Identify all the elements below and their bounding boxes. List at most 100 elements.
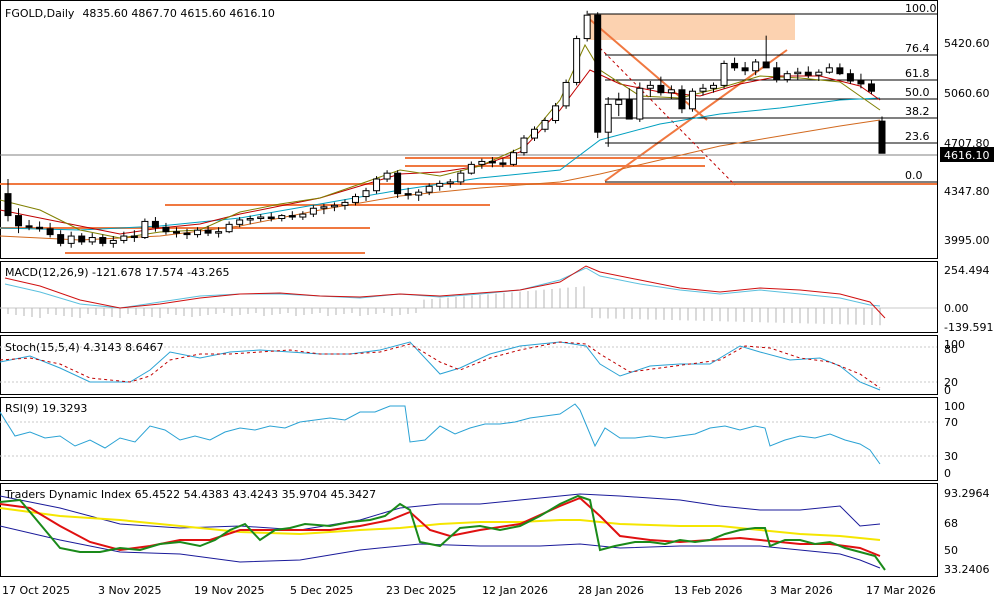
rsi-axis-label: 70 <box>944 416 958 429</box>
macd-axis-label: 0.00 <box>944 302 969 315</box>
fib-labels: 100.0 76.4 61.8 50.0 38.2 23.6 0.0 <box>905 2 937 182</box>
price-axis-label: 3995.00 <box>944 234 990 247</box>
bull-candle <box>783 73 791 81</box>
bull-candle <box>636 87 644 120</box>
bull-candle <box>278 215 286 220</box>
bull-candle <box>299 213 307 218</box>
price-panel[interactable]: 100.0 76.4 61.8 50.0 38.2 23.6 0.0 FGOLD,Daily… <box>0 2 937 254</box>
date-label: 28 Jan 2026 <box>578 584 644 597</box>
stoch-axis-label: 0 <box>944 384 951 397</box>
bull-candle <box>531 128 539 139</box>
bear-candle <box>183 232 191 236</box>
bull-candle <box>309 207 317 215</box>
bull-candle <box>120 235 128 241</box>
bull-candle <box>330 204 338 208</box>
bear-candle <box>678 89 686 110</box>
bull-candle <box>720 62 728 86</box>
bear-candle <box>57 234 65 244</box>
bull-candle <box>646 84 654 89</box>
bull-candle <box>215 231 223 234</box>
bull-candle <box>383 172 391 180</box>
bull-candle <box>236 219 244 225</box>
bull-candle <box>457 172 465 183</box>
bull-candle <box>373 178 381 192</box>
bull-candle <box>604 103 612 133</box>
bull-candle <box>688 90 696 110</box>
tdi-axis-label: 33.2406 <box>944 563 990 576</box>
fib-level-label: 61.8 <box>905 67 930 80</box>
price-axis-label: 5420.60 <box>944 37 990 50</box>
tdi-panel[interactable]: Traders Dynamic Index 65.4522 54.4383 43… <box>0 488 886 571</box>
date-label: 12 Jan 2026 <box>482 584 548 597</box>
time-axis: 17 Oct 2025 3 Nov 2025 19 Nov 2025 5 Dec… <box>2 584 936 597</box>
price-axis-label: 4347.80 <box>944 185 990 198</box>
bull-candle <box>825 67 833 73</box>
bull-candle <box>509 152 517 165</box>
bull-candle <box>583 14 591 40</box>
stoch-title: Stoch(15,5,4) 4.3143 8.6467 <box>5 341 164 354</box>
macd-panel[interactable]: MACD(12,26,9) -121.678 17.574 -43.265 <box>0 265 937 326</box>
bull-candle <box>467 163 475 174</box>
stoch-axis-label: 20 <box>944 376 958 389</box>
bull-candle <box>478 160 486 165</box>
bull-candle <box>194 229 202 236</box>
bull-candle <box>415 191 423 196</box>
fibonacci-levels <box>588 13 937 183</box>
bull-candle <box>573 38 581 83</box>
bull-candle <box>67 235 75 244</box>
fib-target-zone <box>588 14 795 40</box>
bull-candle <box>667 89 675 94</box>
bear-candle <box>773 67 781 81</box>
bull-candle <box>109 239 117 244</box>
current-price-label: 4616.10 <box>944 149 990 162</box>
bear-candle <box>657 84 665 94</box>
stoch-main-line <box>0 341 881 391</box>
bear-candle <box>867 83 875 92</box>
bull-candle <box>562 81 570 107</box>
bull-candle <box>425 185 433 193</box>
macd-signal-line <box>4 265 886 319</box>
date-label: 5 Dec 2025 <box>290 584 353 597</box>
bull-candle <box>362 190 370 198</box>
tdi-axis-label: 68 <box>944 517 958 530</box>
bear-candle <box>172 231 180 234</box>
bull-candle <box>446 181 454 184</box>
moving-averages <box>0 43 881 241</box>
bear-candle <box>99 237 107 244</box>
bull-candle <box>541 119 549 130</box>
rsi-line <box>0 403 881 465</box>
date-label: 13 Feb 2026 <box>674 584 742 597</box>
rsi-axis-label: 30 <box>944 450 958 463</box>
macd-histogram <box>7 286 881 326</box>
fib-level-label: 23.6 <box>905 130 930 143</box>
date-label: 17 Oct 2025 <box>2 584 70 597</box>
bear-candle <box>130 235 138 239</box>
macd-line <box>4 267 881 309</box>
bull-candle <box>320 206 328 209</box>
stoch-axis-label: 100 <box>944 338 965 351</box>
current-price-tag <box>940 147 994 162</box>
date-label: 3 Mar 2026 <box>770 584 833 597</box>
tdi-axis-label: 50 <box>944 544 958 557</box>
rsi-axis-label: 100 <box>944 400 965 413</box>
stochastic-panel[interactable]: Stoch(15,5,4) 4.3143 8.6467 <box>0 341 937 391</box>
bear-candle <box>804 71 812 76</box>
tdi-signal-line <box>0 496 881 557</box>
fib-level-label: 100.0 <box>905 2 937 15</box>
panel-frames <box>0 0 938 577</box>
price-axis-label: 4707.80 <box>944 137 990 150</box>
bull-candle <box>815 71 823 76</box>
stoch-signal-line <box>0 341 881 389</box>
bear-candle <box>731 62 739 69</box>
bear-candle <box>78 235 86 243</box>
bear-candle <box>499 162 507 165</box>
fib-level-label: 50.0 <box>905 86 930 99</box>
bear-candle <box>151 220 159 228</box>
rsi-panel[interactable]: RSI(9) 19.3293 <box>0 402 937 465</box>
tdi-axis-label: 93.2964 <box>944 487 990 500</box>
bull-candle <box>552 105 560 121</box>
bear-candle <box>36 226 44 230</box>
bear-candle <box>4 193 12 217</box>
bear-candle <box>878 120 886 154</box>
